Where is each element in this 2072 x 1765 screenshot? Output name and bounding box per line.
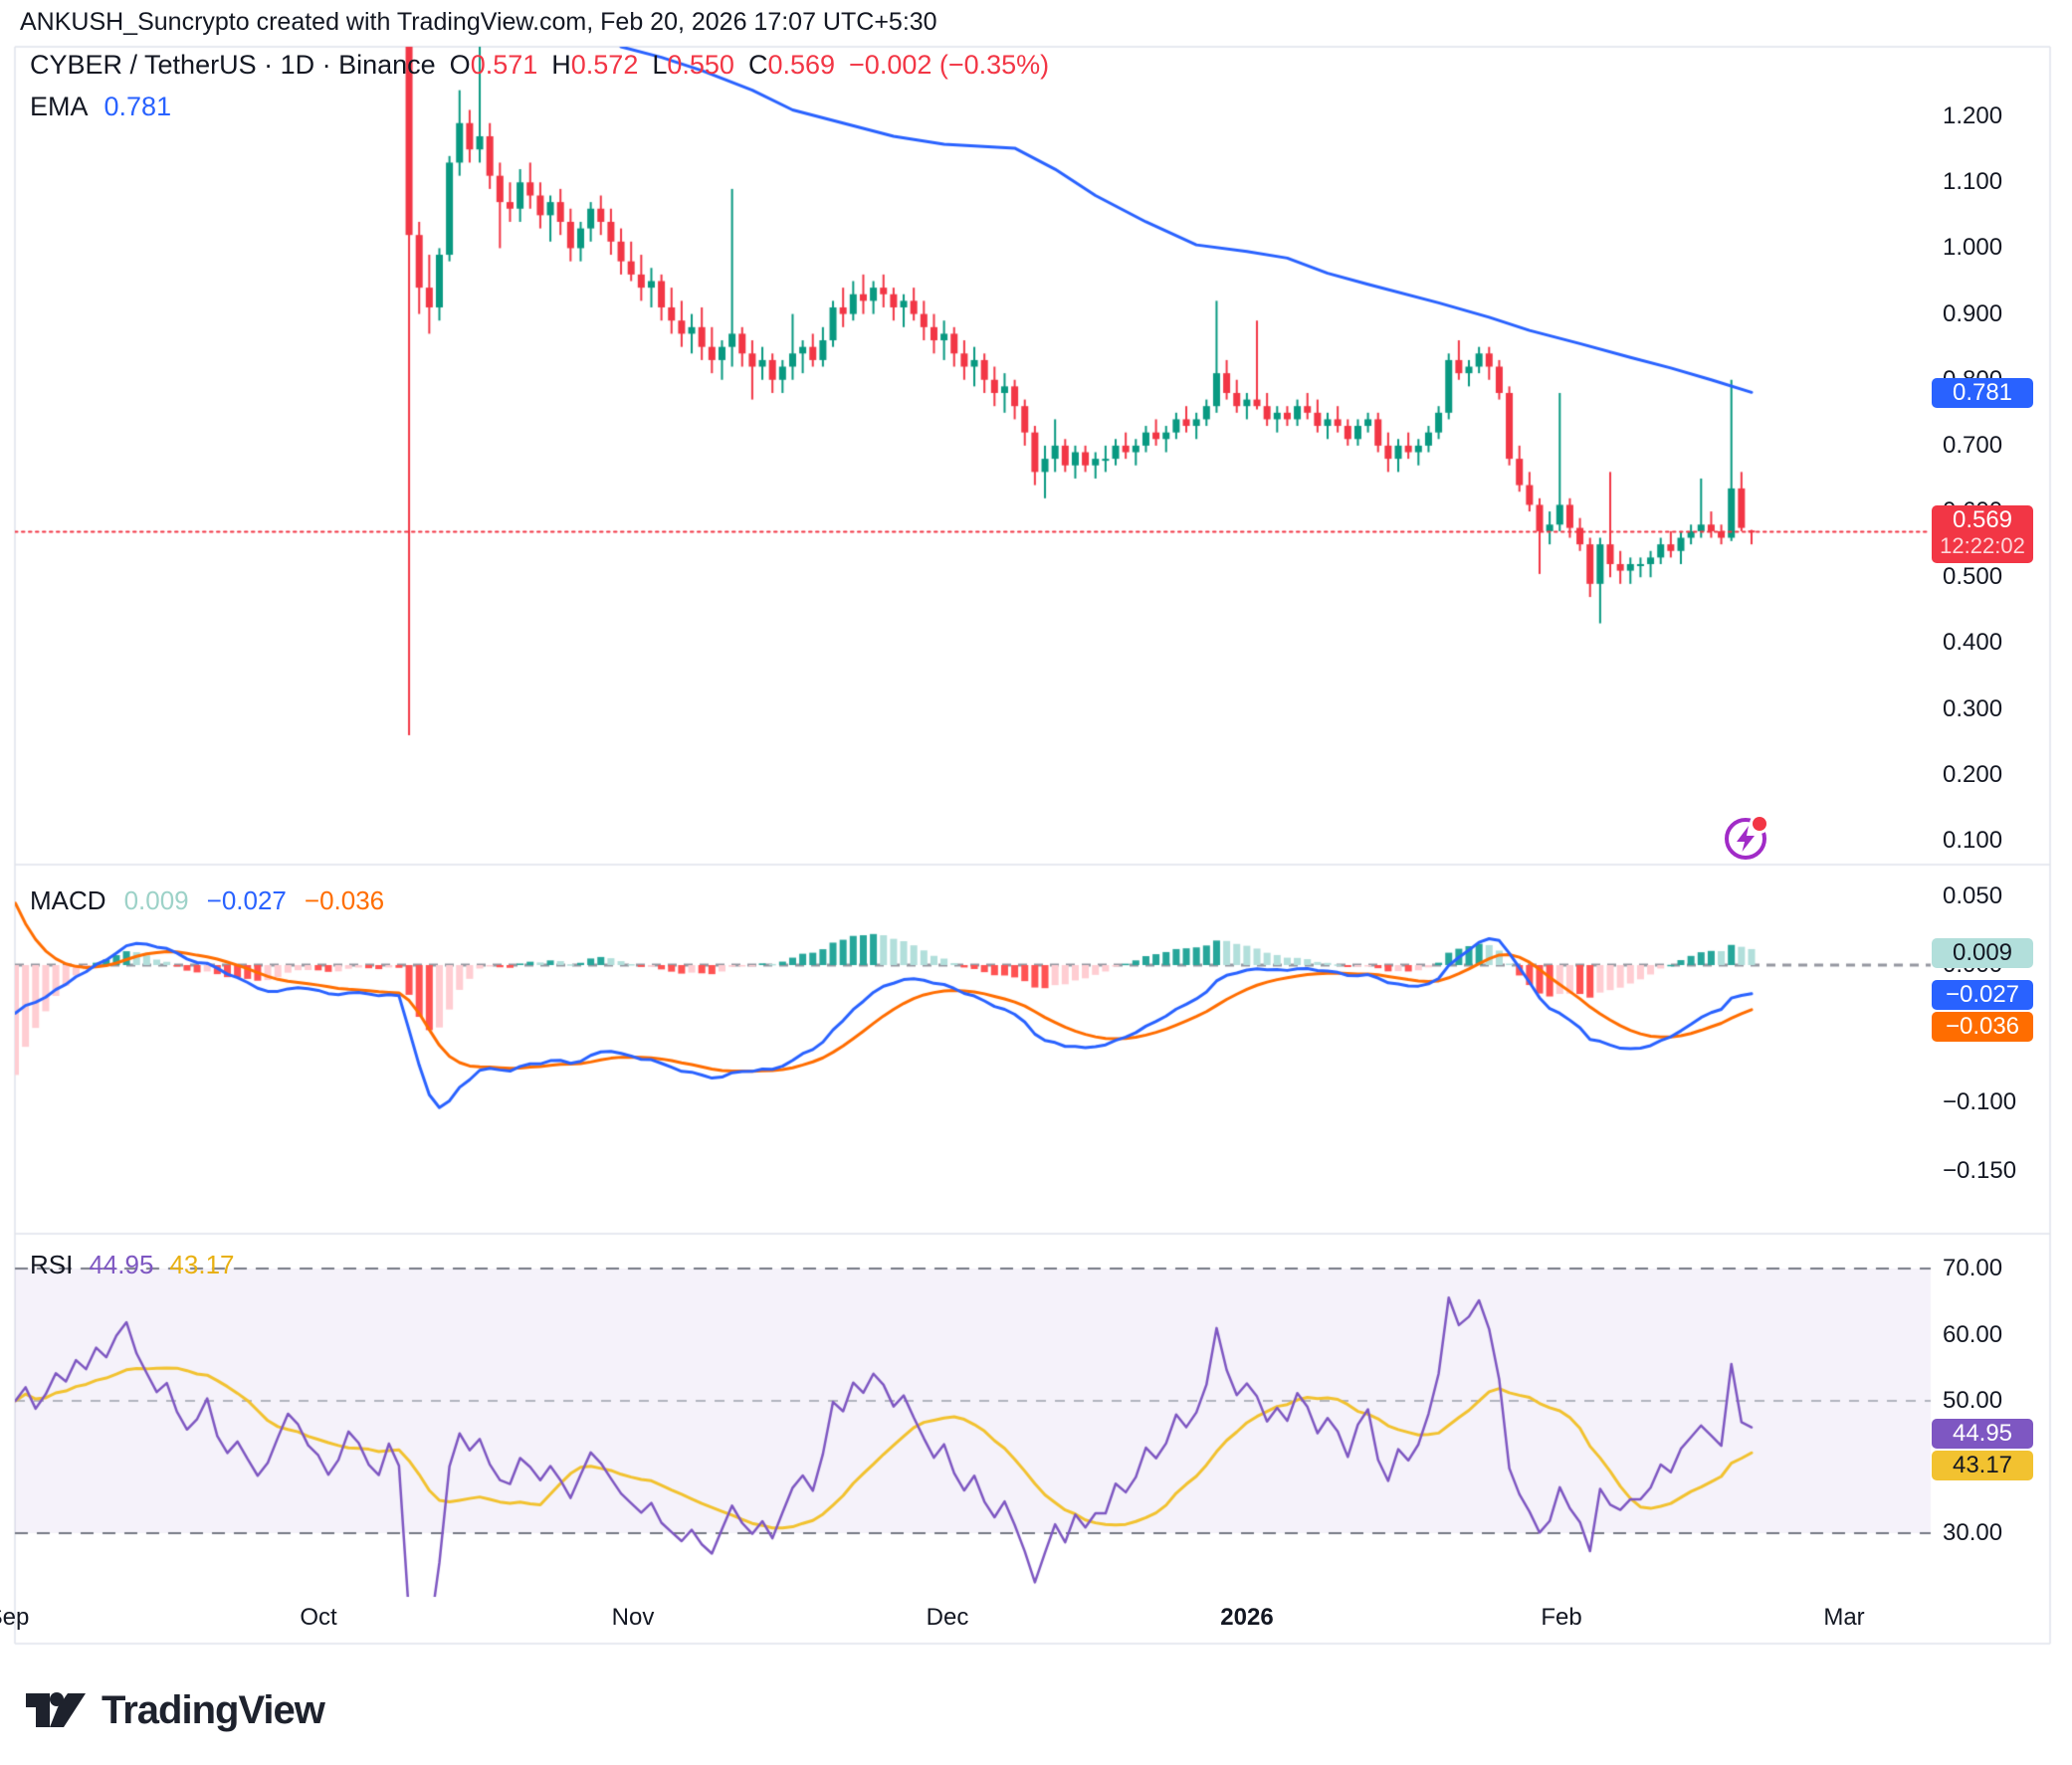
macd-signal-tag: −0.036	[1932, 1012, 2033, 1042]
low-value: 0.550	[667, 50, 734, 80]
open-value: 0.571	[470, 50, 538, 80]
last-price-value: 0.569	[1952, 506, 2013, 533]
rsi-ma-tag: 43.17	[1932, 1451, 2033, 1480]
rsi-axis-tick: 50.00	[1943, 1387, 2003, 1414]
macd-axis-tick: 0.050	[1943, 882, 2003, 909]
close-key: C	[747, 50, 768, 80]
price-axis-tick: 0.900	[1943, 299, 2003, 327]
symbol-title: CYBER / TetherUS · 1D · Binance	[30, 50, 436, 80]
price-axis-tick: 0.100	[1943, 826, 2003, 854]
low-key: L	[652, 50, 668, 80]
countdown-timer: 12:22:02	[1940, 533, 2025, 558]
time-axis-label: Oct	[300, 1604, 337, 1631]
price-axis-tick: 0.500	[1943, 563, 2003, 591]
tradingview-logo[interactable]: TradingView	[24, 1683, 325, 1737]
macd-hist-value: 0.009	[123, 885, 189, 915]
macd-legend: MACD 0.009 −0.027 −0.036	[30, 885, 384, 916]
rsi-value: 44.95	[89, 1250, 154, 1279]
ema-price-tag: 0.781	[1932, 378, 2033, 408]
change-value: −0.002 (−0.35%)	[849, 50, 1050, 80]
symbol-legend: CYBER / TetherUS · 1D · Binance O0.571 H0.…	[30, 50, 1049, 81]
ema-value: 0.781	[104, 92, 172, 121]
price-axis-tick: 1.100	[1943, 168, 2003, 196]
price-axis-tick: 1.200	[1943, 102, 2003, 130]
last-price-tag: 0.569 12:22:02	[1932, 505, 2033, 563]
tradingview-logo-text: TradingView	[102, 1687, 325, 1732]
macd-title: MACD	[30, 885, 106, 915]
attribution-text: ANKUSH_Suncrypto created with TradingVie…	[20, 8, 937, 36]
time-axis-label: Feb	[1541, 1604, 1582, 1631]
open-key: O	[449, 50, 471, 80]
high-key: H	[551, 50, 571, 80]
rsi-axis-tick: 30.00	[1943, 1519, 2003, 1546]
tradingview-logo-icon	[26, 1692, 86, 1727]
rsi-axis-tick: 70.00	[1943, 1255, 2003, 1281]
boost-lightning-icon[interactable]	[1720, 813, 1771, 865]
time-axis-label: Sep	[0, 1604, 30, 1631]
time-axis-label: Dec	[926, 1604, 969, 1631]
price-axis-tick: 0.300	[1943, 694, 2003, 722]
time-axis-label: Nov	[611, 1604, 655, 1631]
macd-hist-tag: 0.009	[1932, 938, 2033, 968]
rsi-title: RSI	[30, 1250, 74, 1279]
price-axis-tick: 0.700	[1943, 431, 2003, 459]
price-axis-tick: 0.200	[1943, 760, 2003, 788]
ema-label: EMA	[30, 92, 89, 121]
time-axis-label: Mar	[1823, 1604, 1865, 1631]
price-axis-tick: 1.000	[1943, 234, 2003, 262]
macd-signal-value: −0.036	[304, 885, 385, 915]
price-axis-tick: 0.400	[1943, 629, 2003, 657]
rsi-legend: RSI 44.95 43.17	[30, 1250, 235, 1280]
rsi-value-tag: 44.95	[1932, 1419, 2033, 1449]
macd-axis-tick: −0.150	[1943, 1157, 2017, 1184]
macd-line-tag: −0.027	[1932, 980, 2033, 1010]
close-value: 0.569	[767, 50, 836, 80]
time-axis-label: 2026	[1220, 1604, 1274, 1631]
high-value: 0.572	[570, 50, 639, 80]
rsi-ma-value: 43.17	[169, 1250, 235, 1279]
macd-line-value: −0.027	[206, 885, 287, 915]
rsi-axis-tick: 60.00	[1943, 1320, 2003, 1348]
macd-axis-tick: −0.100	[1943, 1088, 2017, 1115]
ema-legend: EMA 0.781	[30, 92, 171, 122]
